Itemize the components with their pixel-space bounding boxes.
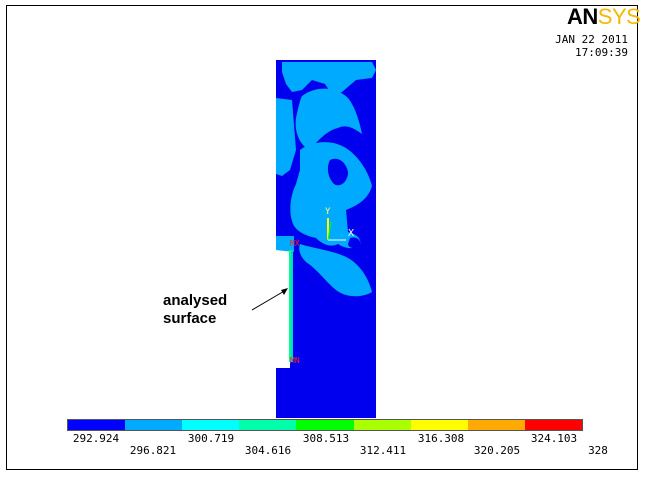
- legend-tick-bottom: 328: [588, 444, 608, 457]
- contour-region-left: [276, 98, 296, 176]
- legend-color-segment: [296, 420, 354, 430]
- legend-tick-top: 292.924: [72, 432, 120, 445]
- triad-z-axis: [327, 221, 332, 241]
- annotation-line-1: analysed: [163, 292, 228, 309]
- surface-strip-edge: [289, 250, 291, 362]
- contour-hole: [348, 237, 361, 249]
- contour-region-upper: [282, 62, 376, 96]
- legend-color-segment: [125, 420, 183, 430]
- plot-time: 17:09:39: [575, 46, 628, 59]
- legend-color-segment: [524, 420, 582, 430]
- legend-color-segment: [467, 420, 525, 430]
- legend-tick-bottom: 296.821: [129, 444, 177, 457]
- max-marker: MX: [290, 239, 300, 248]
- legend-color-segment: [410, 420, 468, 430]
- annotation-arrow-head: [281, 288, 288, 295]
- legend-color-segment: [68, 420, 126, 430]
- legend-color-bar: [67, 419, 583, 431]
- legend-tick-top: 308.513: [302, 432, 350, 445]
- legend-color-segment: [353, 420, 411, 430]
- legend-color-segment: [239, 420, 297, 430]
- legend-color-segment: [182, 420, 240, 430]
- legend-tick-top: 324.103: [530, 432, 578, 445]
- contour-hole: [327, 158, 348, 186]
- annotation-label: analysed surface: [163, 292, 227, 328]
- contour-region-notch-edge: [276, 236, 294, 252]
- triad-x-label: X: [348, 228, 354, 239]
- annotation-arrow-line: [251, 289, 287, 311]
- legend-tick-bottom: 304.616: [244, 444, 292, 457]
- contour-region-middle: [290, 142, 372, 249]
- contour-region-sweep: [295, 88, 362, 150]
- legend-tick-top: 300.719: [187, 432, 235, 445]
- plot-date: JAN 22 2011: [555, 33, 628, 46]
- min-marker: MN: [290, 356, 300, 365]
- triad-y-label: Y: [325, 207, 331, 217]
- ansys-logo: ANSYS: [567, 4, 641, 29]
- annotation-line-2: surface: [163, 310, 217, 327]
- legend-tick-bottom: 320.205: [473, 444, 521, 457]
- legend-tick-top: 316.308: [417, 432, 465, 445]
- contour-region-lower: [299, 244, 372, 297]
- legend-tick-bottom: 312.411: [359, 444, 407, 457]
